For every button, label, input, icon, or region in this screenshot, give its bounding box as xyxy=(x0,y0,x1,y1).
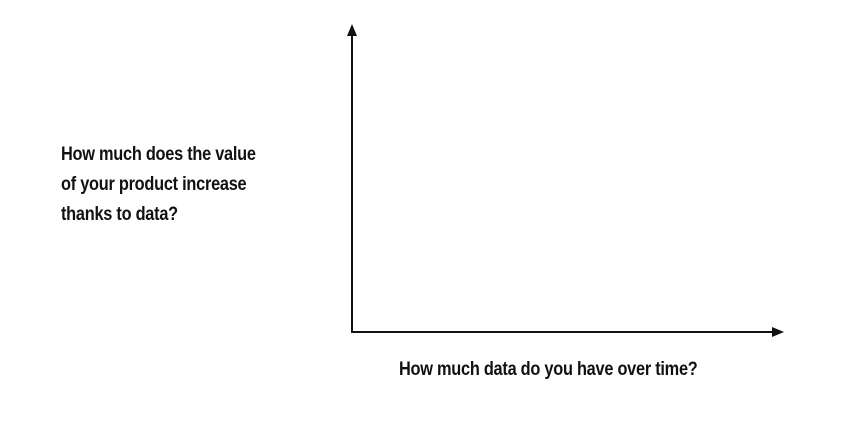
x-axis-arrowhead xyxy=(772,327,784,337)
y-axis-label-line-3: thanks to data? xyxy=(61,204,178,225)
y-axis-arrowhead xyxy=(347,24,357,36)
y-axis-label-line-1: How much does the value xyxy=(61,144,256,165)
y-axis-label: How much does the value of your product … xyxy=(61,140,267,230)
y-axis-label-line-2: of your product increase xyxy=(61,174,247,195)
x-axis-label: How much data do you have over time? xyxy=(399,359,698,380)
